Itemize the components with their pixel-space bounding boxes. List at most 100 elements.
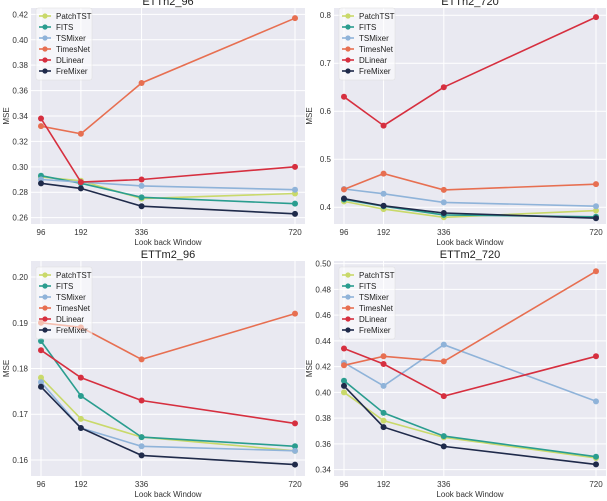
series-line-fremixer	[343, 385, 597, 466]
y-tick-label: 0.44	[315, 337, 331, 346]
data-point-fremixer	[77, 424, 84, 431]
legend-label-tsmixer: TSMixer	[56, 293, 86, 302]
data-point-fremixer	[440, 209, 447, 216]
legend-label-patchtst: PatchTST	[359, 271, 395, 280]
legend-label-timesnet: TimesNet	[56, 45, 91, 54]
y-tick-label: 0.42	[315, 363, 331, 372]
legend-label-fremixer: FreMixer	[56, 326, 88, 335]
legend-marker-fits	[42, 24, 48, 30]
y-tick-label: 0.34	[12, 112, 28, 121]
data-point-fremixer	[38, 383, 44, 390]
y-tick-label: 0.40	[12, 36, 28, 45]
legend-marker-timesnet	[345, 46, 351, 52]
x-axis-label: Look back Window	[134, 238, 201, 247]
series-line-dlinear	[343, 347, 597, 398]
x-tick-label: 96	[340, 480, 349, 489]
data-point-timesnet	[380, 353, 387, 360]
data-point-timesnet	[38, 123, 44, 130]
data-point-patchtst	[380, 417, 387, 424]
series-line-tsmixer	[343, 188, 597, 207]
legend-label-fremixer: FreMixer	[359, 326, 391, 335]
data-point-dlinear	[138, 176, 145, 183]
legend-marker-tsmixer	[42, 294, 48, 300]
legend-marker-timesnet	[42, 46, 48, 52]
legend-marker-patchtst	[345, 272, 351, 278]
legend-box	[338, 7, 396, 81]
chart-title: ETTh2_96	[142, 0, 193, 8]
series-line-fits	[40, 340, 296, 448]
legend-marker-dlinear	[42, 316, 48, 322]
data-point-tsmixer	[38, 379, 44, 386]
y-tick-label: 0.19	[12, 319, 28, 328]
y-tick-label: 0.4	[320, 203, 332, 212]
data-point-fremixer	[341, 382, 347, 389]
series-line-dlinear	[40, 118, 296, 183]
legend-marker-fits	[42, 283, 48, 289]
y-tick-label: 0.20	[12, 273, 28, 282]
chart-title: ETTm2_720	[440, 249, 501, 261]
chart-title: ETTh2_720	[441, 0, 498, 8]
data-point-fits	[138, 434, 145, 441]
data-point-fremixer	[292, 461, 298, 468]
x-tick-label: 192	[377, 228, 391, 237]
data-point-fremixer	[138, 452, 145, 459]
series-line-fremixer	[40, 386, 296, 466]
y-tick-label: 0.16	[12, 456, 28, 465]
data-point-tsmixer	[593, 398, 599, 405]
data-point-timesnet	[77, 130, 84, 137]
data-point-timesnet	[593, 268, 599, 275]
legend-marker-patchtst	[42, 272, 48, 278]
legend-label-fremixer: FreMixer	[359, 67, 391, 76]
data-point-fits	[380, 409, 387, 416]
data-point-timesnet	[292, 15, 298, 22]
y-tick-label: 0.32	[12, 137, 28, 146]
data-point-tsmixer	[593, 203, 599, 210]
legend-label-fits: FITS	[56, 282, 73, 291]
legend-marker-dlinear	[345, 57, 351, 63]
legend-box	[338, 266, 396, 340]
series-line-fits	[343, 380, 597, 458]
legend-marker-fremixer	[42, 327, 48, 333]
legend-marker-patchtst	[42, 13, 48, 19]
data-point-fremixer	[593, 461, 599, 468]
legend-label-patchtst: PatchTST	[359, 12, 395, 21]
x-tick-label: 192	[74, 228, 88, 237]
legend: PatchTST FITS TSMixer TimesNet DLinear FreMix…	[35, 7, 93, 81]
legend-label-dlinear: DLinear	[359, 315, 387, 324]
data-point-timesnet	[138, 356, 145, 363]
y-tick-label: 0.30	[12, 163, 28, 172]
x-tick-label: 336	[135, 228, 149, 237]
data-point-patchtst	[593, 207, 599, 214]
data-point-fremixer	[440, 443, 447, 450]
data-point-dlinear	[138, 397, 145, 404]
x-axis-label: Look back Window	[436, 490, 503, 499]
legend-label-patchtst: PatchTST	[56, 271, 92, 280]
y-tick-label: 0.28	[12, 188, 28, 197]
y-axis-label: MSE	[2, 107, 11, 124]
y-tick-label: 0.34	[315, 466, 331, 475]
x-tick-label: 720	[589, 228, 603, 237]
legend-marker-fremixer	[345, 327, 351, 333]
legend-label-dlinear: DLinear	[56, 56, 84, 65]
data-point-patchtst	[38, 374, 44, 381]
data-point-patchtst	[77, 415, 84, 422]
data-point-fits	[138, 194, 145, 201]
data-point-fits	[341, 377, 347, 384]
series-line-fremixer	[40, 182, 296, 215]
data-point-fremixer	[77, 185, 84, 192]
legend-label-fits: FITS	[56, 23, 73, 32]
legend-label-dlinear: DLinear	[359, 56, 387, 65]
legend-marker-fits	[345, 24, 351, 30]
data-point-fremixer	[341, 195, 347, 202]
x-tick-label: 720	[288, 228, 302, 237]
data-point-timesnet	[138, 79, 145, 86]
y-tick-label: 0.7	[320, 59, 332, 68]
legend-label-tsmixer: TSMixer	[56, 34, 86, 43]
data-point-timesnet	[292, 310, 298, 317]
series-line-dlinear	[343, 16, 597, 127]
x-tick-label: 96	[340, 228, 349, 237]
legend-marker-fremixer	[345, 68, 351, 74]
data-point-dlinear	[77, 179, 84, 186]
data-point-dlinear	[380, 360, 387, 367]
legend-marker-patchtst	[345, 13, 351, 19]
